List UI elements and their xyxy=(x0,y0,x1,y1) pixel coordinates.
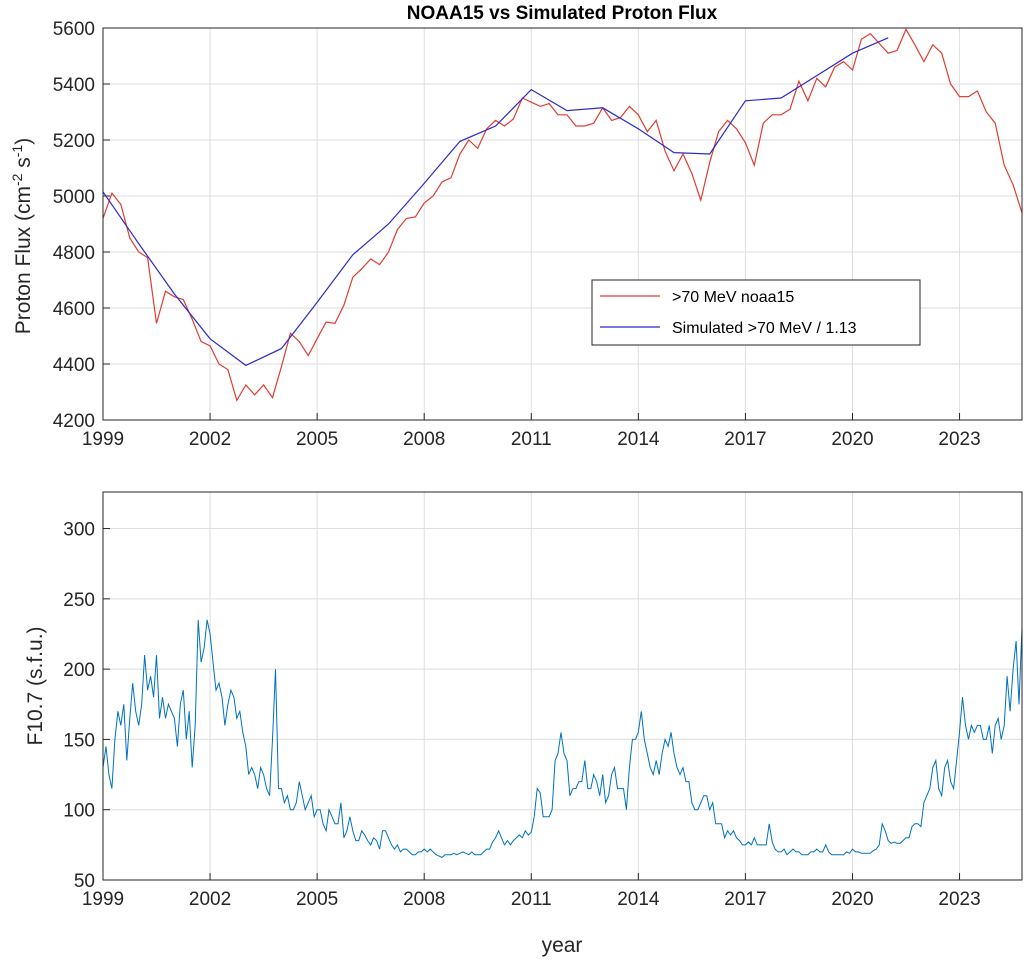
y-tick-label: 50 xyxy=(74,871,95,892)
x-tick-label: 2023 xyxy=(938,889,980,910)
x-tick-label: 2017 xyxy=(724,429,766,450)
x-tick-label: 2023 xyxy=(938,429,980,450)
f107-axes: 1999 2002 2005 2008 2011 2014 2017 2020 2023 50 10… xyxy=(63,491,1023,910)
x-tick-label: 2002 xyxy=(189,889,231,910)
ylabel-exp2: -1 xyxy=(9,145,25,158)
legend-label-noaa15: >70 MeV noaa15 xyxy=(672,289,794,306)
y-tick-label: 5400 xyxy=(53,75,95,96)
x-tick-label: 2014 xyxy=(617,429,660,450)
ylabel-end: ) xyxy=(12,138,35,145)
y-tick-label: 4800 xyxy=(53,243,95,264)
ylabel-exp1: -2 xyxy=(9,173,25,186)
y-axis-label-proton: Proton Flux (cm-2 s-1) xyxy=(9,138,35,334)
x-tick-label: 2020 xyxy=(831,889,873,910)
series-line-f10-7 xyxy=(103,619,1022,859)
ylabel-mid: s xyxy=(12,157,35,173)
x-tick-label: 2011 xyxy=(511,889,552,910)
y-tick-label: 4200 xyxy=(53,411,95,432)
y-tick-label: 250 xyxy=(63,590,95,611)
ylabel-base: Proton Flux (cm xyxy=(12,186,35,334)
y-tick-label: 5000 xyxy=(53,187,95,208)
x-tick-label: 2014 xyxy=(617,889,660,910)
legend-label-simulated: Simulated >70 MeV / 1.13 xyxy=(672,320,857,337)
x-tick-label: 2008 xyxy=(403,889,445,910)
x-tick-label: 2005 xyxy=(296,429,338,450)
legend-box xyxy=(591,279,921,346)
series-line--70-mev-noaa15 xyxy=(103,28,1022,402)
legend: >70 MeV noaa15 Simulated >70 MeV / 1.13 xyxy=(591,279,921,346)
x-tick-label: 2017 xyxy=(724,889,766,910)
y-tick-label: 300 xyxy=(63,520,95,541)
y-tick-label: 4400 xyxy=(53,355,95,376)
x-tick-label: 2005 xyxy=(296,889,338,910)
y-tick-label: 4600 xyxy=(53,299,95,320)
y-axis-label-f107: F10.7 (s.f.u.) xyxy=(24,626,47,745)
x-axis-label: year xyxy=(542,934,583,957)
plot-area xyxy=(103,492,1022,880)
proton-flux-axes: 1999 2002 2005 2008 2011 2014 2017 2020 2023 4200… xyxy=(53,19,1023,450)
chart-title: NOAA15 vs Simulated Proton Flux xyxy=(407,3,718,24)
x-tick-label: 1999 xyxy=(82,889,124,910)
y-tick-label: 100 xyxy=(63,801,95,822)
x-tick-label: 2011 xyxy=(511,429,552,450)
series-line-simulated-70-mev-1-13 xyxy=(103,37,889,367)
x-tick-label: 1999 xyxy=(82,429,124,450)
axes-frame xyxy=(102,27,1023,421)
x-tick-label: 2008 xyxy=(403,429,445,450)
y-tick-label: 5600 xyxy=(53,19,95,40)
x-tick-label: 2020 xyxy=(831,429,873,450)
y-tick-label: 150 xyxy=(63,730,95,751)
axes-frame xyxy=(102,491,1023,881)
x-tick-label: 2002 xyxy=(189,429,231,450)
y-tick-label: 5200 xyxy=(53,131,95,152)
y-tick-label: 200 xyxy=(63,660,95,681)
plot-area xyxy=(103,28,1022,420)
